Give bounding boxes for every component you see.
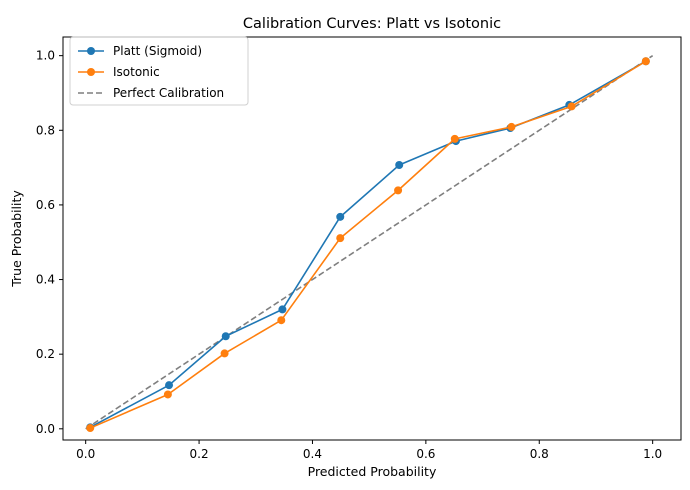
legend-marker-isotonic xyxy=(87,68,95,76)
data-point-isotonic xyxy=(336,234,345,243)
y-tick-label: 0.0 xyxy=(36,422,55,436)
data-point-isotonic xyxy=(86,424,95,433)
plot-area xyxy=(62,36,682,441)
data-point-isotonic xyxy=(220,349,229,358)
data-point-platt-sigmoid xyxy=(278,305,287,314)
y-tick-label: 1.0 xyxy=(36,49,55,63)
x-axis-label: Predicted Probability xyxy=(308,464,437,479)
data-point-isotonic xyxy=(163,390,172,399)
data-point-platt-sigmoid xyxy=(395,160,404,169)
data-point-platt-sigmoid xyxy=(336,212,345,221)
data-point-platt-sigmoid xyxy=(165,381,174,390)
y-tick-label: 0.4 xyxy=(36,273,55,287)
x-axis: 0.0 0.2 0.4 0.6 0.8 1.0 xyxy=(76,440,662,461)
data-point-isotonic xyxy=(567,102,576,111)
y-tick-label: 0.8 xyxy=(36,123,55,137)
x-tick-label: 0.2 xyxy=(190,447,209,461)
series-layer xyxy=(85,54,654,433)
x-tick-label: 0.6 xyxy=(416,447,435,461)
legend-label-platt-sigmoid: Platt (Sigmoid) xyxy=(113,44,202,58)
data-point-isotonic xyxy=(450,134,459,143)
data-point-isotonic xyxy=(507,122,516,131)
data-point-platt-sigmoid xyxy=(221,332,230,341)
legend-label-perfect-calibration: Perfect Calibration xyxy=(113,86,224,100)
x-tick-label: 1.0 xyxy=(643,447,662,461)
plot-frame xyxy=(62,36,682,441)
legend-label-isotonic: Isotonic xyxy=(113,65,160,79)
x-tick-label: 0.0 xyxy=(76,447,95,461)
data-point-isotonic xyxy=(394,186,403,195)
x-tick-label: 0.4 xyxy=(303,447,322,461)
x-tick-label: 0.8 xyxy=(530,447,549,461)
data-point-isotonic xyxy=(277,316,286,325)
data-point-isotonic xyxy=(641,57,650,66)
series-line-perfect-calibration xyxy=(85,54,654,430)
legend-frame xyxy=(69,36,249,106)
chart-title: Calibration Curves: Platt vs Isotonic xyxy=(243,16,501,32)
y-tick-label: 0.2 xyxy=(36,347,55,361)
series-line-isotonic xyxy=(89,60,647,429)
y-axis: 0.0 0.2 0.4 0.6 0.8 1.0 xyxy=(36,49,63,436)
legend-marker-platt-sigmoid xyxy=(87,47,95,55)
y-axis-label: True Probability xyxy=(9,190,24,288)
legend: Platt (Sigmoid) Isotonic Perfect Calibrati… xyxy=(69,36,249,106)
series-line-platt-sigmoid xyxy=(89,60,647,429)
y-tick-label: 0.6 xyxy=(36,198,55,212)
